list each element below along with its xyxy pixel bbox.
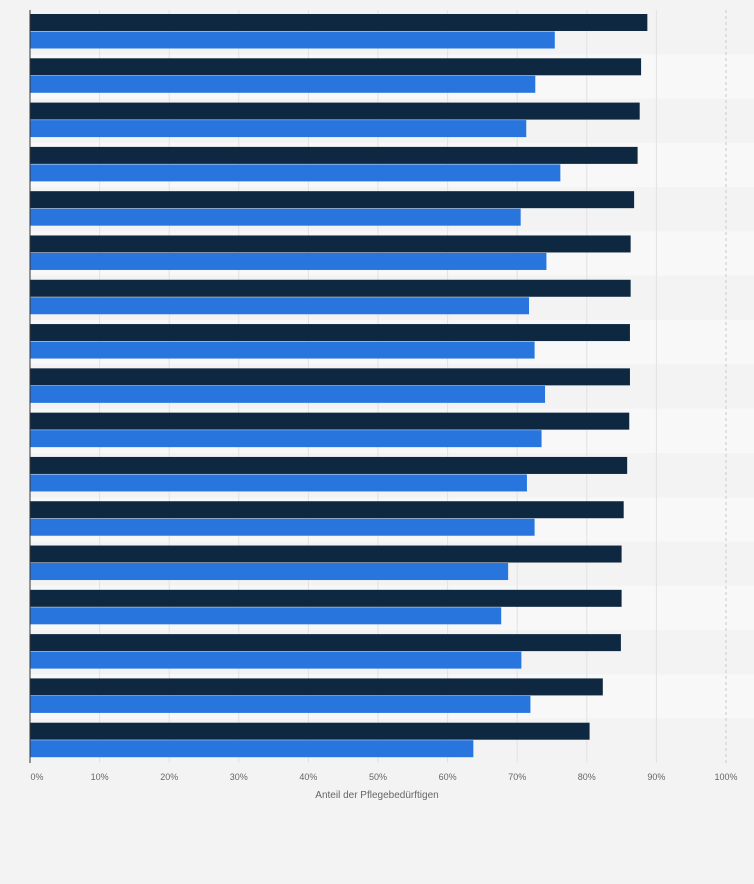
bar-series-1	[30, 235, 631, 253]
bar-series-1	[30, 279, 631, 297]
x-tick-label: 10%	[91, 772, 109, 782]
bar-series-2	[30, 164, 561, 182]
bar-series-1	[30, 324, 630, 342]
x-tick-label: 20%	[160, 772, 178, 782]
x-tick-label: 30%	[230, 772, 248, 782]
x-tick-label: 40%	[299, 772, 317, 782]
bar-series-2	[30, 341, 535, 359]
bar-series-2	[30, 563, 509, 581]
bar-series-1	[30, 722, 590, 740]
bars	[30, 14, 648, 758]
bar-series-1	[30, 545, 622, 563]
bar-series-2	[30, 474, 527, 492]
bar-series-2	[30, 75, 536, 93]
x-tick-label: 0%	[30, 772, 43, 782]
bar-series-2	[30, 695, 531, 713]
x-tick-label: 70%	[508, 772, 526, 782]
bar-series-2	[30, 297, 530, 315]
x-axis-label: Anteil der Pflegebedürftigen	[315, 790, 438, 801]
x-tick-label: 50%	[369, 772, 387, 782]
bar-series-2	[30, 31, 555, 49]
bar-series-2	[30, 120, 527, 138]
bar-series-2	[30, 518, 535, 536]
x-tick-label: 90%	[647, 772, 665, 782]
bar-series-1	[30, 589, 622, 607]
bar-series-2	[30, 208, 521, 226]
bar-series-1	[30, 678, 603, 696]
bar-series-1	[30, 146, 638, 164]
bar-series-2	[30, 385, 546, 403]
bar-series-1	[30, 102, 640, 120]
x-tick-label: 60%	[439, 772, 457, 782]
bar-series-1	[30, 14, 648, 31]
x-tick-label: 80%	[578, 772, 596, 782]
x-tick-label: 100%	[714, 772, 737, 782]
bar-series-1	[30, 412, 630, 430]
bar-series-2	[30, 430, 542, 448]
bar-series-1	[30, 456, 628, 474]
bar-series-2	[30, 740, 474, 758]
bar-series-1	[30, 58, 642, 76]
bar-series-1	[30, 368, 630, 386]
bar-series-2	[30, 607, 502, 625]
bar-series-2	[30, 252, 547, 270]
bar-series-2	[30, 651, 522, 669]
bar-series-1	[30, 191, 635, 209]
bar-series-1	[30, 634, 621, 652]
bar-series-1	[30, 501, 624, 519]
x-tick-labels: 0% 10% 20% 30% 40% 50% 60% 70% 80% 90% 100%	[30, 772, 737, 782]
